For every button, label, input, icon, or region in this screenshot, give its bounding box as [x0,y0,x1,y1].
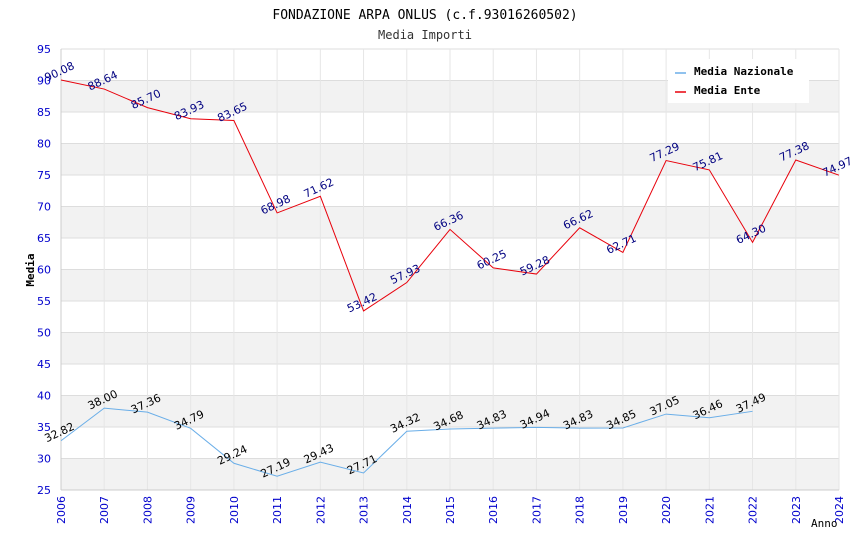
chart-subtitle: Media Importi [378,28,472,42]
x-tick-label: 2012 [314,496,327,524]
x-tick-label: 2016 [487,496,500,524]
y-tick-label: 35 [37,421,51,434]
x-tick-label: 2015 [444,496,457,524]
x-tick-label: 2023 [790,496,803,524]
chart-title: FONDAZIONE ARPA ONLUS (c.f.93016260502) [272,8,577,23]
y-tick-label: 90 [37,75,51,88]
x-tick-label: 2009 [185,496,198,524]
legend-label-nazionale: Media Nazionale [694,65,794,78]
series-lines [60,79,840,477]
x-tick-label: 2006 [55,496,68,524]
y-tick-label: 65 [37,232,51,245]
series-line-ente [60,79,840,312]
gridlines [60,48,840,491]
x-tick-label: 2022 [747,496,760,524]
legend-box [668,59,809,103]
y-tick-label: 80 [37,138,51,151]
x-tick-label: 2014 [401,496,414,524]
x-tick-label: 2011 [271,496,284,524]
x-tick-label: 2013 [358,496,371,524]
x-tick-label: 2010 [228,496,241,524]
y-tick-label: 60 [37,264,51,277]
x-tick-label: 2024 [833,496,846,524]
x-tick-label: 2019 [617,496,630,524]
y-tick-label: 50 [37,327,51,340]
series-line-nazionale [60,407,753,477]
y-axis-title: Media [24,253,37,286]
x-tick-label: 2018 [574,496,587,524]
legend: Media Nazionale Media Ente [668,59,809,103]
x-tick-label: 2020 [660,496,673,524]
legend-label-ente: Media Ente [694,84,761,97]
x-axis: 2006 2007 2008 2009 2010 2011 2012 2013 2014 2015… [55,489,846,524]
x-tick-label: 2007 [98,496,111,524]
y-tick-label: 40 [37,390,51,403]
y-tick-label: 55 [37,295,51,308]
y-tick-label: 25 [37,484,51,497]
y-axis: 25 30 35 40 45 50 55 60 65 70 75 80 85 90 95 [37,43,62,497]
y-tick-label: 70 [37,201,51,214]
x-tick-label: 2008 [141,496,154,524]
y-tick-label: 45 [37,358,51,371]
x-tick-label: 2021 [703,496,716,524]
y-tick-label: 30 [37,453,51,466]
y-tick-label: 85 [37,106,51,119]
x-tick-label: 2017 [530,496,543,524]
y-tick-label: 75 [37,169,51,182]
x-axis-title: Anno [811,517,838,530]
y-tick-label: 95 [37,43,51,56]
